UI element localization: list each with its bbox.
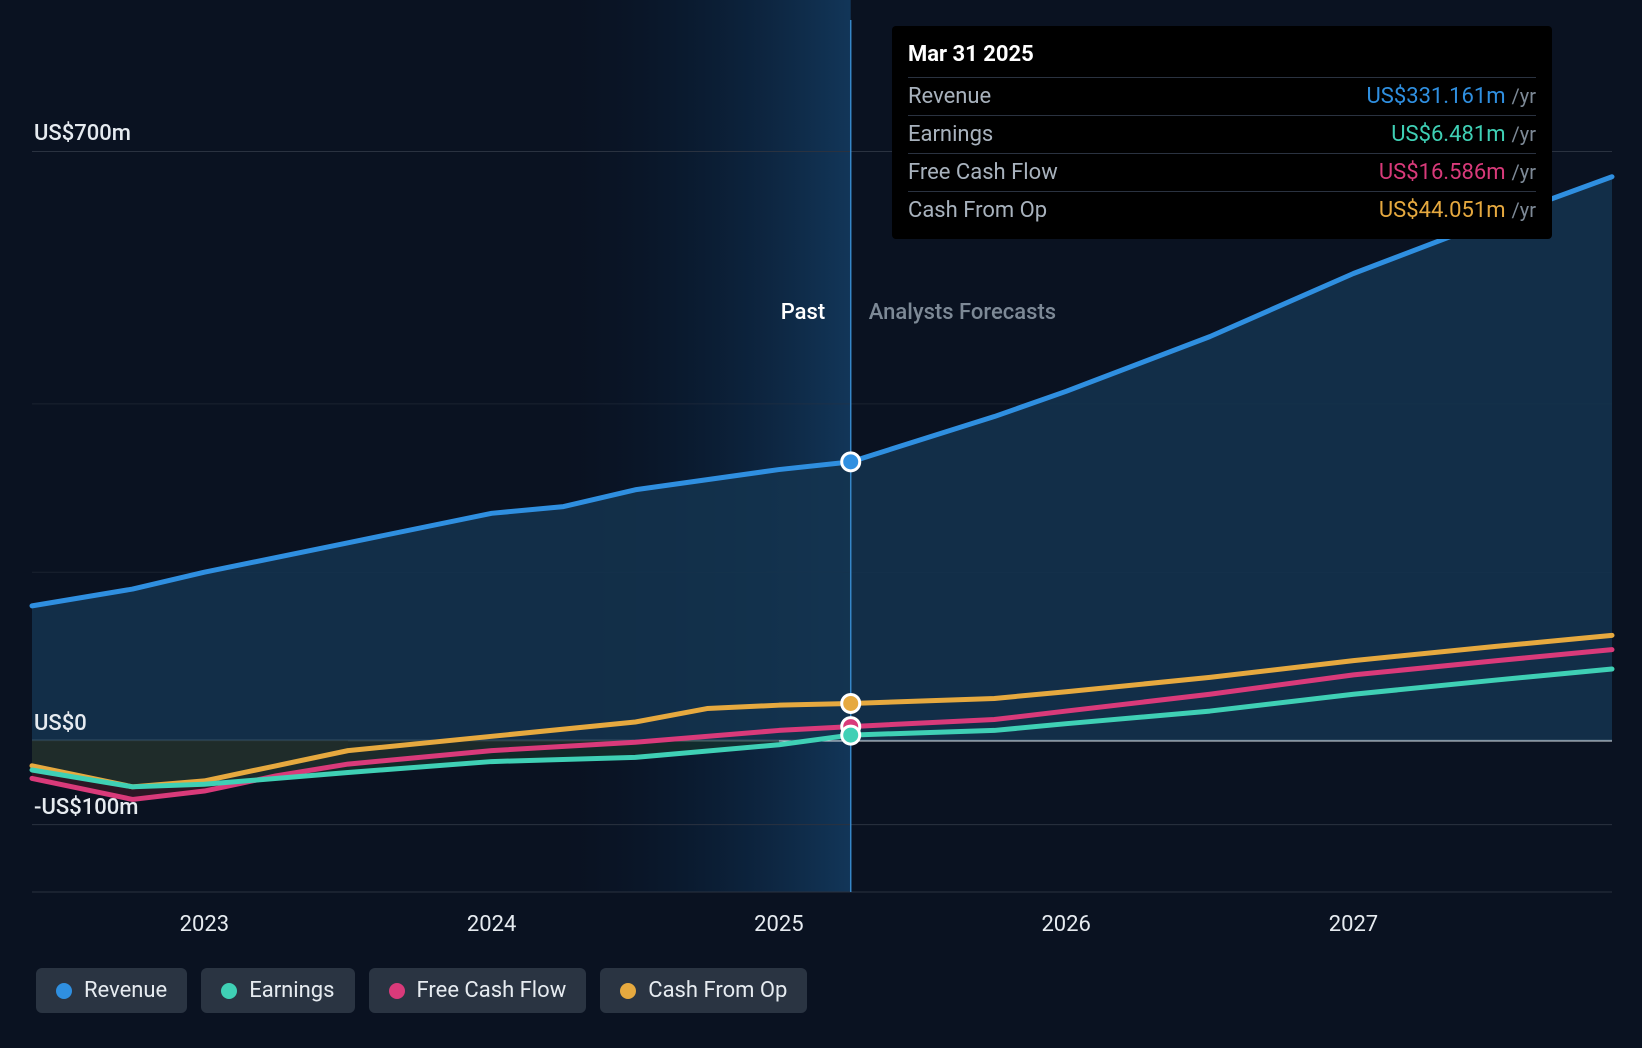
tooltip-row-suffix: /yr — [1512, 198, 1537, 222]
chart-legend: Revenue Earnings Free Cash Flow Cash From O… — [36, 968, 807, 1013]
tooltip-row-value: US$16.586m — [1379, 160, 1506, 185]
earnings-marker — [842, 726, 860, 744]
legend-item-revenue[interactable]: Revenue — [36, 968, 187, 1013]
x-tick-label: 2026 — [1041, 912, 1090, 937]
legend-dot-icon — [620, 983, 636, 999]
legend-item-earnings[interactable]: Earnings — [201, 968, 354, 1013]
legend-item-label: Revenue — [84, 978, 167, 1003]
legend-item-label: Cash From Op — [648, 978, 787, 1003]
tooltip-row-label: Earnings — [908, 122, 993, 147]
chart-tooltip: Mar 31 2025 RevenueUS$331.161m/yrEarning… — [892, 26, 1552, 239]
x-tick-label: 2023 — [180, 912, 229, 937]
tooltip-row: Cash From Op US$44.051m/yr — [908, 191, 1536, 229]
x-tick-label: 2024 — [467, 912, 516, 937]
legend-item-label: Free Cash Flow — [417, 978, 567, 1003]
tooltip-row-suffix: /yr — [1512, 122, 1537, 146]
tooltip-row-suffix: /yr — [1512, 160, 1537, 184]
financials-chart: -US$100m US$0 US$700m 2023 2024 2025 2026 2027… — [0, 0, 1642, 1048]
tooltip-row-value: US$331.161m — [1367, 84, 1506, 109]
legend-dot-icon — [221, 983, 237, 999]
tooltip-row-suffix: /yr — [1512, 84, 1537, 108]
tooltip-date: Mar 31 2025 — [908, 38, 1536, 77]
tooltip-row-value: US$44.051m — [1379, 198, 1506, 223]
revenue-marker — [842, 453, 860, 471]
tooltip-row-label: Cash From Op — [908, 198, 1047, 223]
tooltip-row-value: US$6.481m — [1391, 122, 1505, 147]
tooltip-row: Earnings US$6.481m/yr — [908, 115, 1536, 153]
tooltip-row-label: Revenue — [908, 84, 991, 109]
tooltip-row-label: Free Cash Flow — [908, 160, 1058, 185]
legend-dot-icon — [56, 983, 72, 999]
tooltip-row: Revenue US$331.161m/yr — [908, 77, 1536, 115]
legend-item-cash_from_op[interactable]: Cash From Op — [600, 968, 807, 1013]
legend-item-free_cash_flow[interactable]: Free Cash Flow — [369, 968, 587, 1013]
y-tick-label: US$700m — [34, 121, 131, 146]
x-tick-label: 2025 — [754, 912, 803, 937]
tooltip-row: Free Cash Flow US$16.586m/yr — [908, 153, 1536, 191]
x-tick-label: 2027 — [1329, 912, 1378, 937]
forecast-label: Analysts Forecasts — [869, 300, 1056, 325]
legend-item-label: Earnings — [249, 978, 334, 1003]
y-tick-label: US$0 — [34, 711, 87, 736]
legend-dot-icon — [389, 983, 405, 999]
y-tick-label: -US$100m — [34, 795, 138, 820]
cash_from_op-marker — [842, 694, 860, 712]
past-label: Past — [781, 300, 825, 325]
